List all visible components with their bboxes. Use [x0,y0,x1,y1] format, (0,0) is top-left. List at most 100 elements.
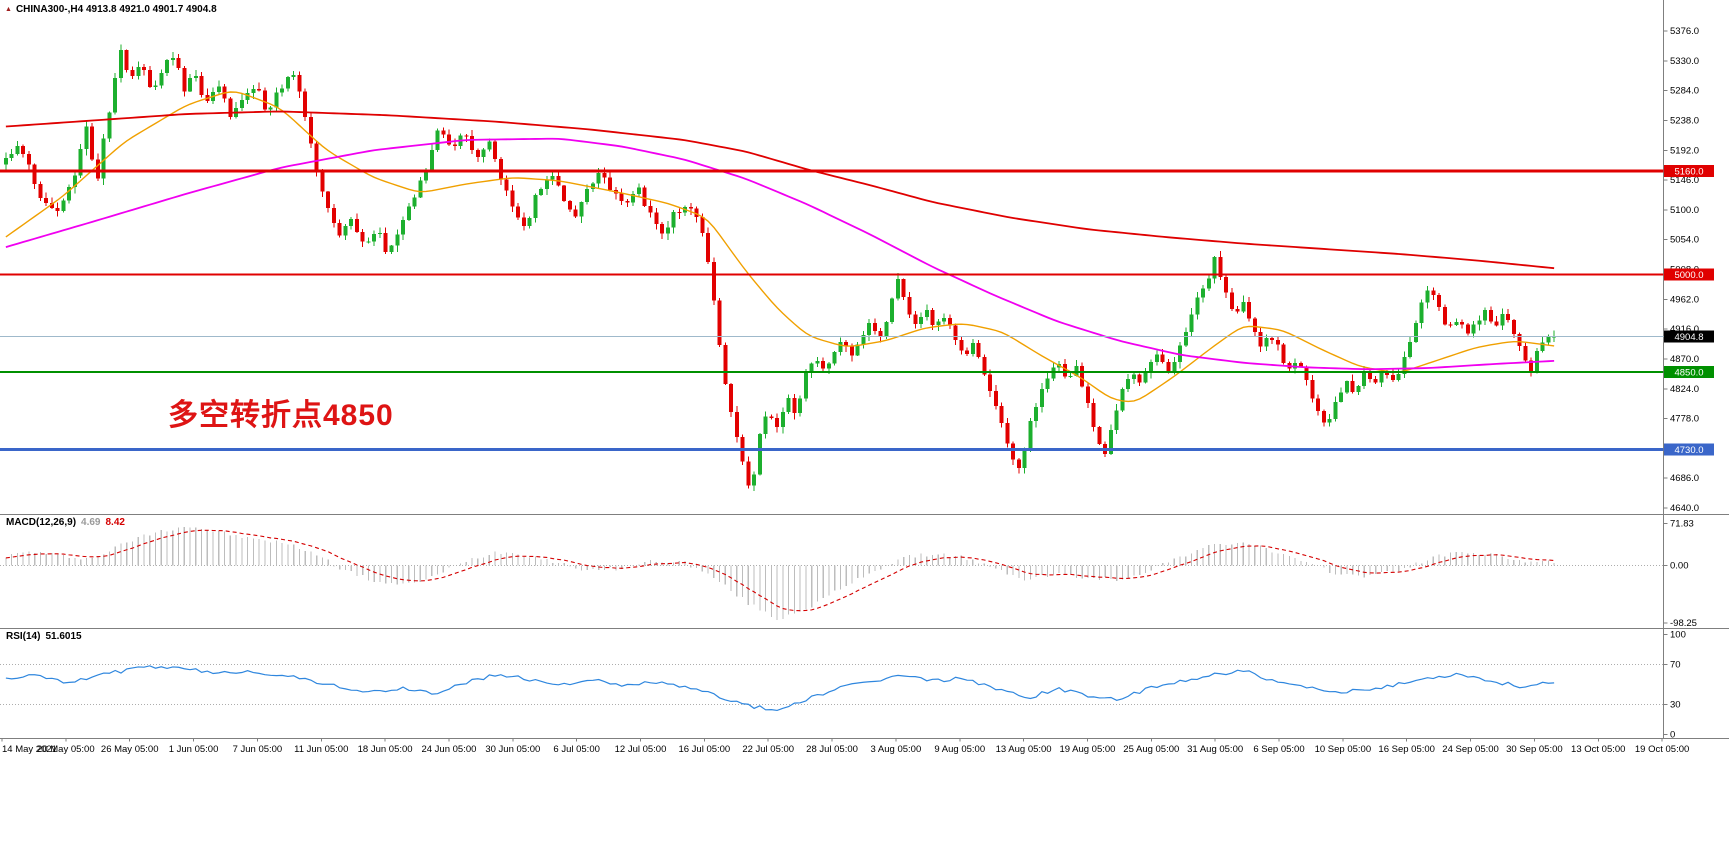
candle-body [354,218,359,233]
candle-body [516,206,521,218]
price-level-badge: 5160.0 [1674,166,1703,177]
y-axis-label: 5284.0 [1670,86,1699,97]
candle-body [55,207,60,212]
candle-body [188,78,193,92]
candle-body [959,339,964,351]
x-axis-label: 26 May 05:00 [101,744,159,755]
candle-body [32,164,37,184]
candle-body [780,412,785,428]
candle-body [907,296,912,315]
candle-body [228,98,233,118]
candle-body [1339,392,1344,402]
candle-body [1316,398,1321,412]
candle-body [849,346,854,356]
candle-body [118,50,123,78]
candle-body [1166,362,1171,372]
candle-body [326,191,331,209]
candle-body [654,212,659,225]
candle-body [136,67,141,77]
y-axis-label: 5100.0 [1670,205,1699,216]
candle-body [383,232,388,252]
ma-magenta-line [5,137,1555,371]
y-axis-label: 4962.0 [1670,294,1699,305]
candle-body [216,86,221,92]
candle-body [1448,324,1453,326]
candle-body [993,391,998,406]
candle-body [38,183,43,198]
x-axis-label: 11 Jun 05:00 [294,744,348,755]
candle-body [418,180,423,198]
candle-body [1390,374,1395,381]
candle-body [706,233,711,262]
x-axis-label: 31 Aug 05:00 [1187,744,1243,755]
candle-body [1396,373,1401,381]
candle-body [1529,360,1534,373]
candle-body [1465,324,1470,334]
candle-body [1131,374,1136,379]
x-axis-label: 9 Aug 05:00 [934,744,985,755]
candle-body [366,241,371,243]
y-axis-label: 4778.0 [1670,414,1699,425]
candle-body [44,197,49,204]
candle-body [729,384,734,412]
candle-body [1488,309,1493,322]
candle-body [1270,338,1275,340]
candle-body [757,433,762,475]
candle-body [1097,426,1102,445]
candle-body [872,323,877,331]
candle-body [3,158,8,165]
y-axis-label: 5238.0 [1670,115,1699,126]
candle-body [1212,257,1217,279]
candle-body [867,323,872,335]
x-axis-label: 13 Aug 05:00 [996,744,1052,755]
current-price-badge-bg [1664,330,1714,343]
candle-body [389,245,394,252]
candle-body [1431,290,1436,296]
candle-body [1034,406,1039,421]
rsi-value: 51.6015 [45,631,82,642]
macd-axis-label: -98.25 [1670,618,1697,629]
y-axis-label: 5054.0 [1670,235,1699,246]
x-axis-label: 24 Sep 05:00 [1442,744,1499,755]
candle-body [193,75,198,79]
candle-body [1310,379,1315,399]
macd-name: MACD(12,26,9) [6,517,77,528]
candle-body [1511,319,1516,334]
candle-body [15,145,20,155]
candle-body [786,398,791,413]
x-axis-label: 1 Jun 05:00 [169,744,219,755]
candle-body [1385,372,1390,375]
y-axis-label: 5146.0 [1670,175,1699,186]
candle-body [792,398,797,414]
candle-body [1471,324,1476,334]
candle-body [498,158,503,180]
candle-body [861,334,866,345]
rsi-axis-label: 0 [1670,730,1675,741]
candle-body [21,145,26,155]
candle-body [1229,292,1234,310]
candle-body [401,219,406,235]
candle-body [147,69,152,87]
candle-body [815,360,820,364]
candle-body [884,322,889,337]
candle-body [1235,309,1240,312]
candle-body [1137,374,1142,383]
candle-body [429,150,434,170]
candle-body [1327,419,1332,423]
candle-body [1091,402,1096,427]
candle-body [1195,297,1200,315]
candle-body [999,405,1004,424]
candle-body [504,179,509,191]
candle-body [1546,336,1551,343]
candle-body [665,227,670,234]
candle-body [1218,257,1223,278]
y-axis-label: 5192.0 [1670,145,1699,156]
candle-body [1258,332,1263,347]
candle-body [377,232,382,235]
candle-body [895,279,900,299]
candle-body [660,224,665,234]
macd-axis-label: 71.83 [1670,518,1694,529]
candle-body [562,185,567,201]
candle-body [1402,357,1407,374]
